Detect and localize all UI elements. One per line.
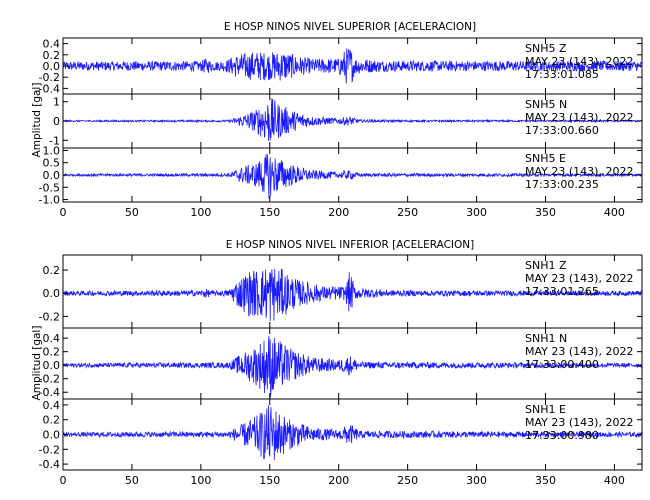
x-tick-label: 100 bbox=[190, 474, 211, 487]
x-tick-label: 400 bbox=[604, 206, 625, 219]
waveform-SNH1-E bbox=[62, 405, 643, 460]
y-tick-label: 0.4 bbox=[43, 399, 61, 412]
y-tick-label: 0.0 bbox=[43, 429, 61, 442]
x-tick-label: 200 bbox=[328, 206, 349, 219]
y-axis-label-lower: Amplitud [gal] bbox=[31, 326, 43, 401]
y-tick-label: -0.4 bbox=[39, 458, 60, 471]
y-tick-label: -0.2 bbox=[39, 310, 60, 323]
x-tick-label: 250 bbox=[397, 206, 418, 219]
waveform-SNH5-E bbox=[62, 154, 643, 199]
x-tick-label: 150 bbox=[259, 474, 280, 487]
y-tick-label: 0.5 bbox=[43, 157, 61, 170]
x-tick-label: 400 bbox=[604, 474, 625, 487]
y-tick-label: -0.5 bbox=[39, 181, 60, 194]
y-tick-label: 0.2 bbox=[43, 49, 61, 62]
record-time-label: 17:33:00.400 bbox=[525, 358, 599, 371]
station-component-label: SNH1 Z bbox=[525, 259, 567, 272]
record-date-label: MAY 23 (143), 2022 bbox=[525, 55, 633, 68]
x-tick-label: 300 bbox=[466, 206, 487, 219]
record-time-label: 17:33:01.085 bbox=[525, 68, 599, 81]
y-axis-label-upper: Amplitud [gal] bbox=[31, 83, 43, 158]
record-time-label: 17:33:00.235 bbox=[525, 178, 599, 191]
y-tick-label: 0.0 bbox=[43, 60, 61, 73]
y-tick-label: -0.4 bbox=[39, 82, 60, 95]
y-tick-label: 0.0 bbox=[43, 169, 61, 182]
y-tick-label: -0.2 bbox=[39, 71, 60, 84]
y-tick-label: 0.4 bbox=[43, 38, 61, 51]
x-tick-label: 250 bbox=[397, 474, 418, 487]
x-tick-label: 200 bbox=[328, 474, 349, 487]
y-tick-label: 0.2 bbox=[43, 346, 61, 359]
x-tick-label: 50 bbox=[125, 206, 139, 219]
record-date-label: MAY 23 (143), 2022 bbox=[525, 345, 633, 358]
station-component-label: SNH1 E bbox=[525, 403, 566, 416]
record-date-label: MAY 23 (143), 2022 bbox=[525, 272, 633, 285]
x-tick-label: 0 bbox=[60, 206, 67, 219]
y-tick-label: -0.4 bbox=[39, 386, 60, 399]
y-tick-label: 0.0 bbox=[43, 287, 61, 300]
x-tick-label: 100 bbox=[190, 206, 211, 219]
y-tick-label: 0 bbox=[53, 115, 60, 128]
record-date-label: MAY 23 (143), 2022 bbox=[525, 165, 633, 178]
station-component-label: SNH5 E bbox=[525, 152, 566, 165]
y-tick-label: 0.2 bbox=[43, 264, 61, 277]
record-time-label: 17:33:00.660 bbox=[525, 124, 599, 137]
x-tick-label: 0 bbox=[60, 474, 67, 487]
waveform-SNH5-Z bbox=[62, 48, 643, 84]
chart-title-lower: E HOSP NINOS NIVEL INFERIOR [ACELERACION… bbox=[226, 239, 474, 251]
station-component-label: SNH5 Z bbox=[525, 42, 567, 55]
y-tick-label: -0.2 bbox=[39, 373, 60, 386]
station-component-label: SNH1 N bbox=[525, 332, 567, 345]
x-tick-label: 50 bbox=[125, 474, 139, 487]
y-tick-label: -1 bbox=[49, 134, 60, 147]
chart-upper: E HOSP NINOS NIVEL SUPERIOR [ACELERACION… bbox=[31, 21, 643, 219]
x-tick-label: 300 bbox=[466, 474, 487, 487]
y-tick-label: 1.0 bbox=[43, 144, 61, 157]
record-time-label: 17:33:01.265 bbox=[525, 285, 599, 298]
y-tick-label: 0.2 bbox=[43, 414, 61, 427]
chart-title-upper: E HOSP NINOS NIVEL SUPERIOR [ACELERACION… bbox=[224, 21, 476, 33]
waveform-SNH5-N bbox=[62, 98, 643, 142]
y-tick-label: 1 bbox=[53, 96, 60, 109]
waveform-SNH1-N bbox=[62, 335, 643, 398]
x-tick-label: 150 bbox=[259, 206, 280, 219]
y-tick-label: 0.0 bbox=[43, 359, 61, 372]
record-time-label: 17:33:00.980 bbox=[525, 429, 599, 442]
y-tick-label: -1.0 bbox=[39, 194, 60, 207]
record-date-label: MAY 23 (143), 2022 bbox=[525, 416, 633, 429]
x-tick-label: 350 bbox=[535, 206, 556, 219]
x-tick-label: 350 bbox=[535, 474, 556, 487]
waveform-SNH1-Z bbox=[62, 268, 643, 322]
y-tick-label: 0.4 bbox=[43, 332, 61, 345]
y-tick-label: -0.2 bbox=[39, 443, 60, 456]
station-component-label: SNH5 N bbox=[525, 98, 567, 111]
chart-lower: E HOSP NINOS NIVEL INFERIOR [ACELERACION… bbox=[31, 239, 643, 487]
record-date-label: MAY 23 (143), 2022 bbox=[525, 111, 633, 124]
